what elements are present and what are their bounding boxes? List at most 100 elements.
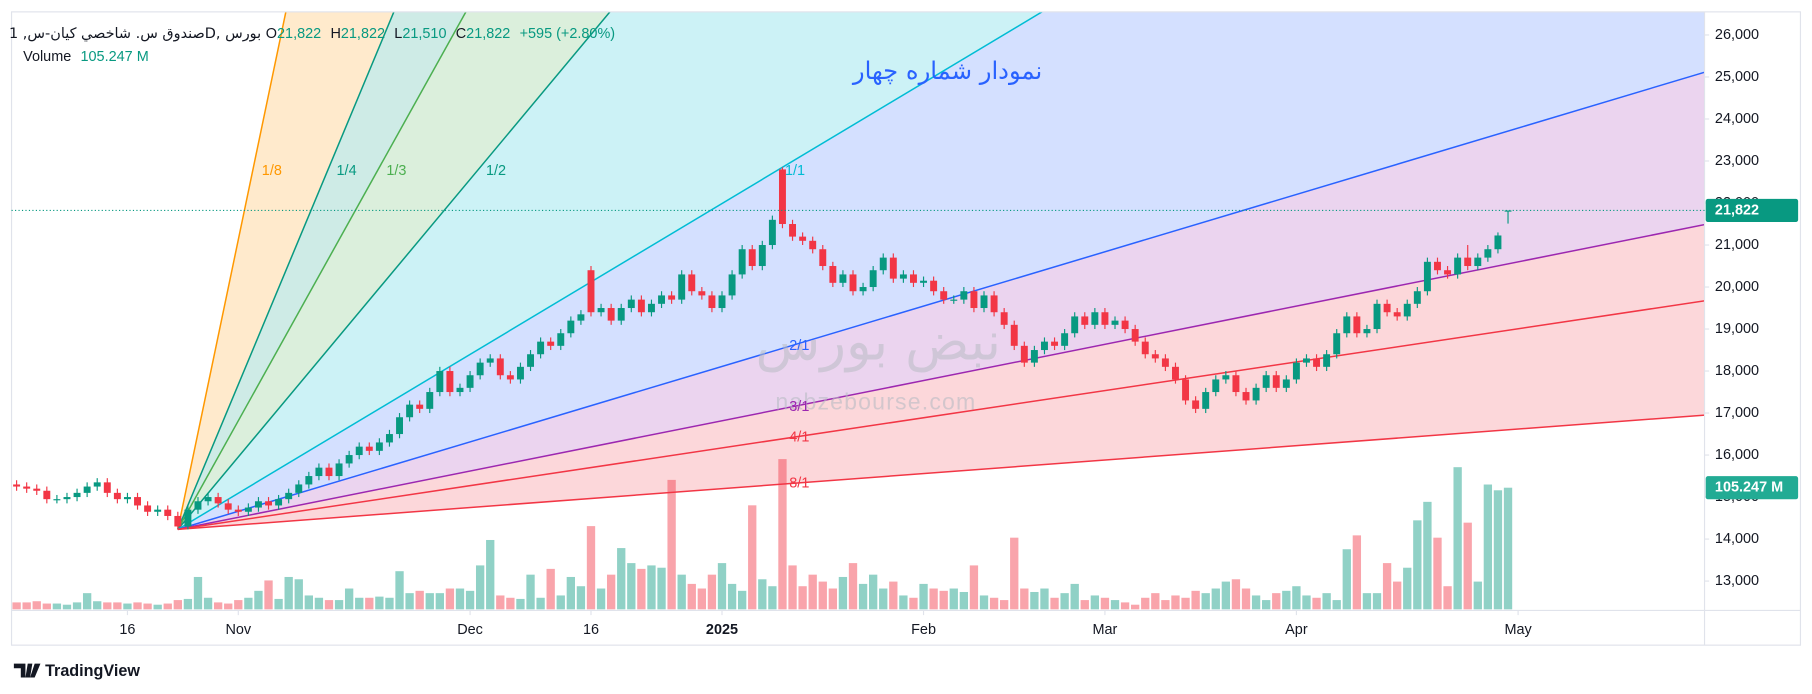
volume-bar (324, 600, 334, 610)
candle-body (1212, 379, 1220, 393)
volume-bar (234, 600, 243, 610)
price-tag (1705, 198, 1799, 223)
x-tick-label: 16 (119, 622, 135, 638)
candle-body (446, 371, 454, 393)
fan-label: 3/1 (789, 399, 809, 415)
volume-bar (1302, 595, 1311, 610)
candle-body (13, 484, 21, 487)
candle-body (1303, 358, 1310, 363)
candle-body (53, 499, 61, 501)
volume-bar (1453, 467, 1462, 610)
volume-bar (425, 593, 434, 610)
candle-body (1041, 341, 1048, 351)
candle-body (1383, 303, 1391, 313)
candle-body (970, 291, 978, 309)
volume-bar (727, 583, 737, 610)
volume-bar (52, 603, 62, 610)
candle-body (416, 404, 424, 409)
fan-label: 1/4 (337, 163, 357, 179)
candle-body (980, 295, 988, 309)
volume-bar (1060, 593, 1069, 610)
brand-name: TradingView (45, 662, 140, 680)
fan-lines (177, 11, 1705, 531)
volume-bar (304, 595, 313, 610)
volume-bar (445, 588, 455, 610)
candle-body (1272, 375, 1280, 388)
x-tick-label: 16 (583, 622, 599, 638)
volume-bar (828, 588, 838, 610)
volume-bar (707, 574, 717, 610)
volume-bar (808, 574, 817, 610)
volume-bar (1262, 600, 1271, 610)
volume-bar (1110, 600, 1120, 610)
candle-body (577, 314, 585, 321)
volume-bar (1443, 586, 1452, 610)
volume-bar (1191, 590, 1200, 610)
volume-value: 105.247 M (81, 49, 149, 65)
watermark-logo: نبض بورس (755, 310, 1001, 372)
y-tick-label: 24,000 (1715, 111, 1759, 127)
y-tick-label: 26,000 (1715, 27, 1759, 43)
y-tick-label: 19,000 (1715, 321, 1759, 337)
candle-body (113, 492, 121, 500)
volume-bar (848, 563, 858, 610)
candle-body (748, 249, 756, 267)
candle-body (1172, 366, 1179, 380)
candle-body (506, 375, 514, 380)
candle-body (254, 501, 262, 508)
candle-body (829, 266, 837, 283)
y-tick-label: 16,000 (1715, 447, 1759, 463)
candle-body (1010, 324, 1018, 346)
candle-body (950, 299, 958, 301)
candle-body (1232, 375, 1240, 393)
candle-body (1474, 257, 1482, 267)
volume-bar (838, 576, 848, 610)
volume-bar (677, 574, 686, 610)
volume-bar (193, 576, 203, 610)
candle-body (396, 417, 403, 435)
volume-bar (818, 581, 827, 610)
volume-tag (1705, 476, 1799, 500)
candle-body (708, 295, 716, 309)
candle-body (1313, 358, 1321, 367)
y-tick-label: 20,000 (1715, 279, 1759, 295)
volume-bar (778, 459, 787, 610)
close-value: 21,822 (466, 26, 510, 42)
candle-body (527, 354, 534, 367)
volume-bar (1201, 593, 1210, 610)
volume-bar (606, 574, 616, 610)
volume-bar (979, 595, 989, 610)
volume-bar (415, 590, 424, 610)
candle-body (43, 490, 51, 500)
candle-body (144, 505, 152, 512)
candle-body (879, 257, 887, 271)
volume-bar (758, 579, 767, 610)
volume-bar (687, 583, 696, 610)
volume-bar (203, 597, 213, 610)
volume-bar (889, 581, 898, 610)
volume-bar (1221, 581, 1231, 610)
volume-bar (1131, 604, 1140, 610)
low-value: 21,510 (402, 26, 446, 42)
candle-body (325, 467, 333, 477)
candle-body (1434, 261, 1441, 271)
volume-bar (1503, 487, 1513, 610)
y-tick-label: 17,000 (1715, 405, 1759, 421)
candle-body (1464, 257, 1472, 267)
candle-body (63, 497, 71, 500)
candle-body (930, 280, 938, 292)
volume-bar (879, 588, 888, 610)
volume-bar (1151, 593, 1160, 610)
volume-bar (1393, 581, 1402, 610)
volume-bar (949, 588, 958, 610)
close-label: C (456, 26, 466, 42)
volume-bar (647, 565, 656, 610)
candle-body (1161, 358, 1169, 367)
volume-bar (1030, 591, 1039, 610)
candle-body (1252, 387, 1260, 401)
candle-body (305, 476, 313, 485)
candle-body (1494, 235, 1502, 250)
candle-body (234, 509, 242, 512)
volume-bar (1000, 600, 1009, 610)
candle-body (375, 442, 383, 451)
